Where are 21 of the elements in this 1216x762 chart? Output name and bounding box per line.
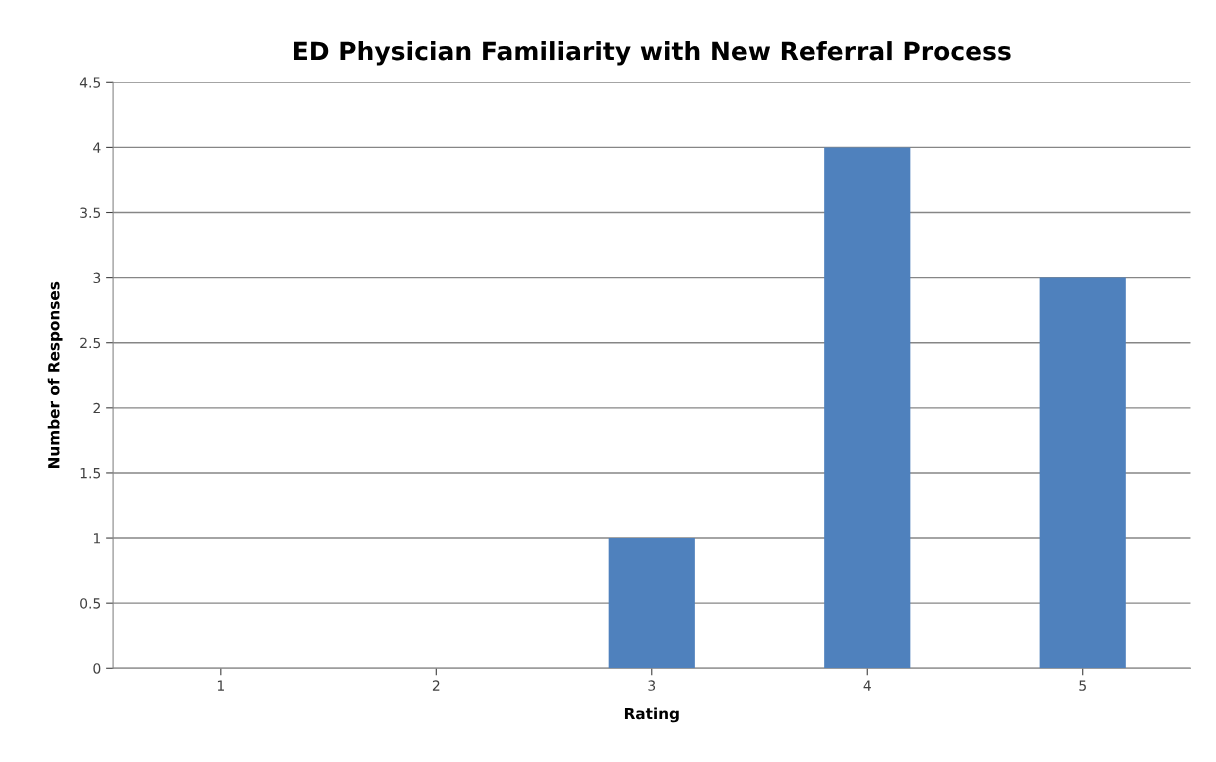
chart-title: ED Physician Familiarity with New Referral Process xyxy=(294,41,1011,66)
y-tick-label: 0 xyxy=(93,663,101,674)
y-tick-label: 1 xyxy=(93,533,100,544)
y-tick-label: 4.5 xyxy=(79,77,101,88)
x-tick-label: 5 xyxy=(1079,680,1086,691)
y-tick-label: 0.5 xyxy=(80,598,101,609)
x-tick-label: 4 xyxy=(863,680,871,691)
bar xyxy=(608,538,695,669)
y-axis-title: Number of Responses xyxy=(47,281,63,469)
bar xyxy=(824,147,911,669)
x-axis-title: Rating xyxy=(624,707,679,723)
x-tick-label: 2 xyxy=(432,680,440,691)
y-tick-label: 2 xyxy=(93,402,100,414)
y-tick-label: 4 xyxy=(93,142,101,153)
x-tick-label: 3 xyxy=(648,680,656,691)
y-tick-label: 3 xyxy=(93,272,101,284)
x-tick-label: 1 xyxy=(217,680,224,691)
y-tick-label: 2.5 xyxy=(80,337,101,349)
y-tick-label: 3.5 xyxy=(80,207,101,218)
y-tick-label: 1.5 xyxy=(80,468,101,479)
bar xyxy=(1039,277,1126,669)
